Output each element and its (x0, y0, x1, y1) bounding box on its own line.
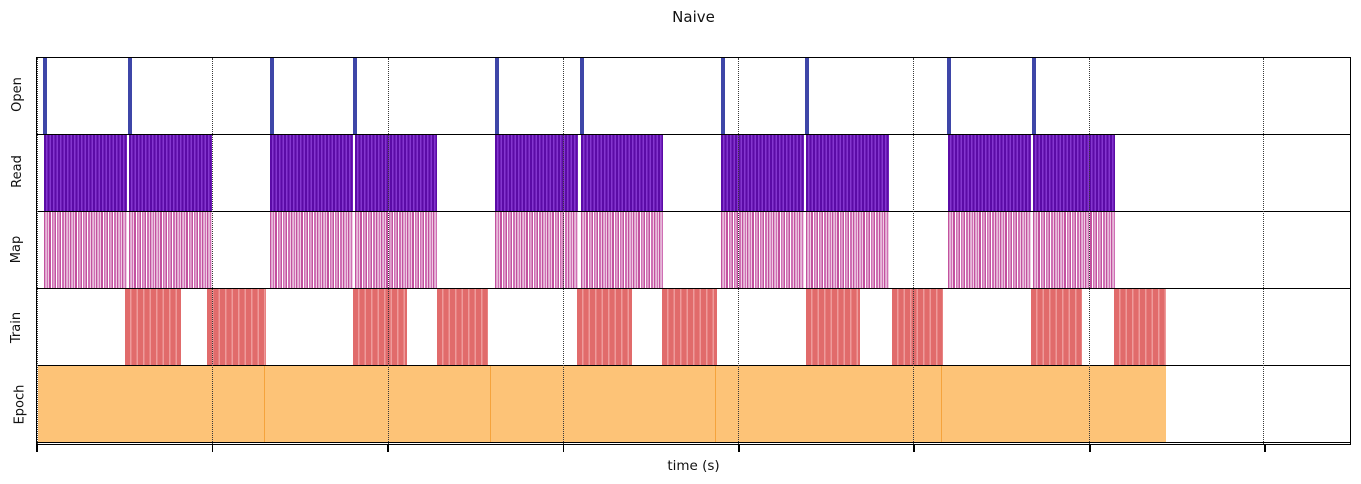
train-interval-bar (437, 289, 489, 366)
train-interval-bar (805, 289, 860, 366)
open-event-line (353, 58, 358, 135)
map-interval-bar (581, 212, 664, 289)
map-interval-bar (129, 212, 212, 289)
train-interval-bar (577, 289, 633, 366)
track-label-text: Open (9, 76, 25, 112)
x-tick (387, 445, 389, 452)
open-event-line (42, 58, 47, 135)
track-label-text: Train (9, 311, 25, 343)
track-row-open (37, 58, 1350, 136)
read-interval-bar (269, 135, 353, 212)
map-interval-bar (947, 212, 1031, 289)
open-event-line (947, 58, 952, 135)
x-axis-label: time (s) (667, 458, 720, 474)
track-label-text: Epoch (12, 384, 28, 425)
epoch-interval-bar (38, 366, 265, 443)
read-interval-bar (129, 135, 212, 212)
read-interval-bar (1033, 135, 1116, 212)
train-interval-bar (661, 289, 717, 366)
open-event-line (128, 58, 133, 135)
map-interval-bar (269, 212, 353, 289)
track-label-text: Map (9, 235, 25, 264)
read-interval-bar (355, 135, 438, 212)
read-interval-bar (43, 135, 127, 212)
epoch-interval-bar (489, 366, 715, 443)
read-interval-bar (720, 135, 804, 212)
x-tick (36, 445, 38, 452)
train-interval-bar (124, 289, 181, 366)
train-interval-bar (891, 289, 943, 366)
plot-area (36, 57, 1351, 445)
track-row-train (37, 289, 1350, 367)
track-row-map (37, 212, 1350, 290)
track-label-read: Read (0, 156, 34, 189)
open-event-line (579, 58, 584, 135)
track-label-open: Open (0, 77, 34, 112)
map-interval-bar (495, 212, 579, 289)
track-label-text: Read (9, 155, 25, 189)
track-row-read (37, 135, 1350, 213)
epoch-interval-bar (714, 366, 941, 443)
read-interval-bar (581, 135, 664, 212)
x-tick (1089, 445, 1092, 452)
read-interval-bar (947, 135, 1031, 212)
x-tick (738, 445, 740, 452)
read-interval-bar (495, 135, 579, 212)
map-interval-bar (806, 212, 889, 289)
track-label-epoch: Epoch (0, 385, 34, 425)
map-interval-bar (43, 212, 127, 289)
track-row-epoch (37, 366, 1350, 444)
map-interval-bar (1033, 212, 1116, 289)
train-interval-bar (206, 289, 266, 366)
x-tick (1264, 445, 1266, 452)
train-interval-bar (352, 289, 408, 366)
open-event-line (494, 58, 499, 135)
open-event-line (720, 58, 725, 135)
track-label-train: Train (0, 311, 34, 342)
open-event-line (269, 58, 274, 135)
chart-title: Naive (672, 8, 715, 26)
open-event-line (1031, 58, 1036, 135)
epoch-interval-bar (264, 366, 490, 443)
x-tick (913, 445, 915, 452)
read-interval-bar (806, 135, 889, 212)
open-event-line (805, 58, 810, 135)
epoch-interval-bar (940, 366, 1167, 443)
x-tick (211, 445, 214, 452)
track-label-map: Map (0, 236, 34, 263)
train-interval-bar (1031, 289, 1083, 366)
map-interval-bar (720, 212, 804, 289)
map-interval-bar (355, 212, 438, 289)
x-tick (562, 445, 565, 452)
train-interval-bar (1114, 289, 1167, 366)
